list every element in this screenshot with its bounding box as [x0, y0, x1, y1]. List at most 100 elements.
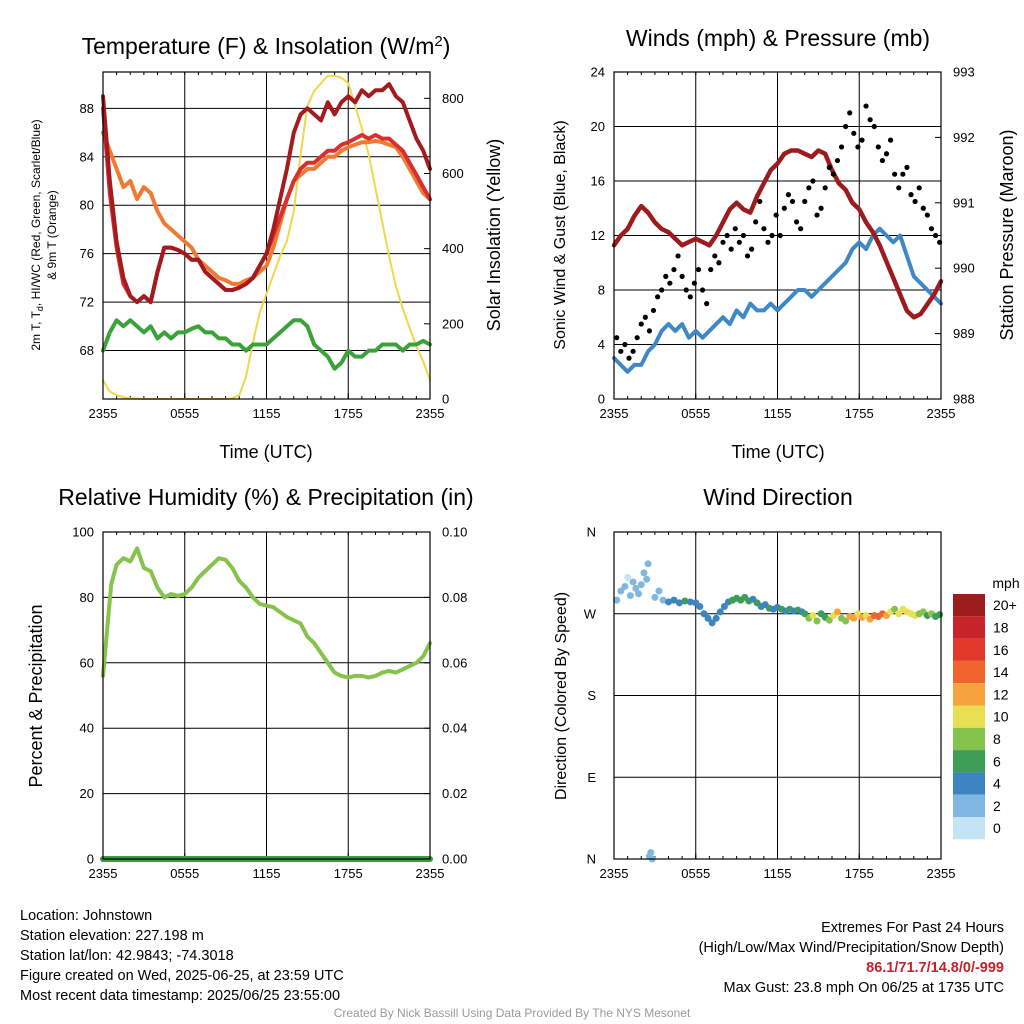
wind-direction-point	[716, 608, 724, 616]
wind-gust-point	[642, 314, 648, 320]
wind-gust-point	[749, 246, 755, 252]
wind-direction-point	[891, 605, 899, 613]
y2-tick-label: 0.04	[442, 721, 467, 736]
colorbar-swatch	[953, 660, 985, 684]
y-tick-label: 88	[80, 101, 94, 116]
elevation-text: Station elevation: 227.198 m	[20, 928, 204, 944]
station-info: Location: Johnstown Station elevation: 2…	[20, 906, 344, 1006]
wind-gust-point	[667, 280, 673, 286]
wind-gust-point	[708, 266, 714, 273]
y-tick-label: 60	[80, 655, 94, 670]
x-tick-label: 2355	[89, 406, 118, 421]
winds-y-label: Sonic Wind & Gust (Blue, Black)	[552, 120, 569, 349]
colorbar-label: 6	[993, 753, 1001, 769]
speed-colorbar: 20+ 18 16 14 12 10 8 6 4 2 0	[953, 594, 1017, 840]
colorbar-label: 8	[993, 731, 1001, 747]
wind-gust-point	[675, 253, 681, 259]
wind-gust-point	[883, 151, 890, 157]
x-tick-label: 2355	[927, 866, 956, 881]
wind-gust-point	[691, 280, 697, 286]
wind-gust-point	[699, 287, 706, 293]
wind-gust-point	[659, 287, 665, 293]
colorbar-swatch	[953, 794, 985, 817]
wind-gust-point	[834, 157, 841, 164]
x-tick-label: 1155	[253, 406, 281, 421]
x-tick-label: 0555	[681, 406, 710, 421]
y-tick-label: 12	[591, 228, 605, 243]
wind-direction-point	[704, 614, 712, 622]
wind-direction-point	[700, 610, 708, 618]
wind-direction-point	[659, 596, 667, 604]
wind-gust-point	[720, 239, 726, 245]
humidity-title: Relative Humidity (%) & Precipitation (i…	[58, 484, 473, 510]
sonic-wind-line	[612, 226, 943, 374]
y2-tick-label: 0.10	[442, 525, 467, 540]
wind-gust-point	[932, 232, 939, 239]
wind-direction-point	[936, 611, 944, 619]
wind-gust-point	[855, 144, 861, 150]
y-tick-label: 40	[80, 721, 94, 736]
wind-gust-point	[896, 185, 902, 191]
colorbar-swatch	[953, 772, 985, 795]
colorbar-label: 2	[993, 798, 1001, 814]
recent-text: Most recent data timestamp: 2025/06/25 2…	[20, 988, 341, 1004]
colorbar-swatch	[953, 683, 985, 706]
wind-gust-point	[757, 198, 763, 205]
y2-tick-label: 991	[953, 195, 975, 210]
y2-tick-label: 0.02	[442, 786, 467, 801]
dewpoint-line	[101, 318, 432, 371]
winds-x-label: Time (UTC)	[731, 442, 824, 462]
wind-gust-point	[838, 144, 845, 150]
y2-tick-label: 800	[442, 91, 464, 106]
wind-direction-point	[720, 602, 728, 610]
direction-tick-label: W	[584, 606, 597, 621]
wind-direction-point	[632, 584, 640, 592]
wind-gust-point	[859, 137, 865, 143]
grid-lines	[103, 72, 430, 399]
wind-gust-point	[879, 157, 886, 164]
wind-gust-point	[802, 198, 808, 205]
grid-lines	[614, 72, 941, 399]
y2-tick-label: 0.08	[442, 590, 467, 605]
x-tick-label: 2355	[600, 866, 629, 881]
wind-gust-point	[622, 341, 628, 348]
wind-direction-point	[813, 617, 821, 625]
direction-tick-label: S	[587, 688, 596, 703]
temperature-x-label: Time (UTC)	[219, 442, 312, 462]
grid-lines	[103, 532, 430, 859]
y2-tick-label: 990	[953, 261, 975, 276]
x-tick-label: 1755	[845, 866, 874, 881]
extremes-subtitle: (High/Low/Max Wind/Precipitation/Snow De…	[698, 940, 1004, 956]
wind-gust-point	[826, 164, 832, 170]
temperature-y-label-line2: & 9m T (Orange)	[45, 190, 59, 280]
wind-gust-point	[638, 321, 644, 327]
created-text: Figure created on Wed, 2025-06-25, at 23…	[20, 968, 344, 984]
x-tick-label: 0555	[170, 406, 199, 421]
wind-direction-point	[644, 560, 652, 568]
x-tick-label: 1155	[764, 406, 792, 421]
wind-gust-point	[630, 348, 636, 354]
x-tick-label: 1755	[334, 866, 363, 881]
wind-direction-point	[655, 587, 663, 595]
wind-direction-point	[696, 602, 704, 610]
plot-frame	[613, 531, 942, 860]
latlon-text: Station lat/lon: 42.9843; -74.3018	[20, 948, 234, 964]
y-tick-label: 24	[591, 65, 605, 80]
x-tick-label: 2355	[416, 866, 445, 881]
y2-tick-label: 993	[953, 65, 975, 80]
wind-gust-point	[785, 192, 792, 198]
x-tick-label: 2355	[927, 406, 956, 421]
y-tick-label: 8	[598, 283, 605, 298]
plot-frame	[102, 71, 431, 400]
wind-gust-point	[887, 137, 894, 143]
direction-title: Wind Direction	[703, 484, 853, 510]
wind-gust-point	[650, 307, 657, 314]
pressure-y-label: Station Pressure (Maroon)	[997, 129, 1017, 340]
wind-gust-point	[814, 212, 820, 218]
wind-gust-point	[924, 212, 930, 218]
wind-direction-point	[624, 573, 632, 581]
y2-tick-label: 988	[953, 392, 975, 407]
extremes-title: Extremes For Past 24 Hours	[821, 920, 1004, 936]
wind-gust-point	[761, 226, 767, 232]
location-text: Location: Johnstown	[20, 908, 153, 924]
